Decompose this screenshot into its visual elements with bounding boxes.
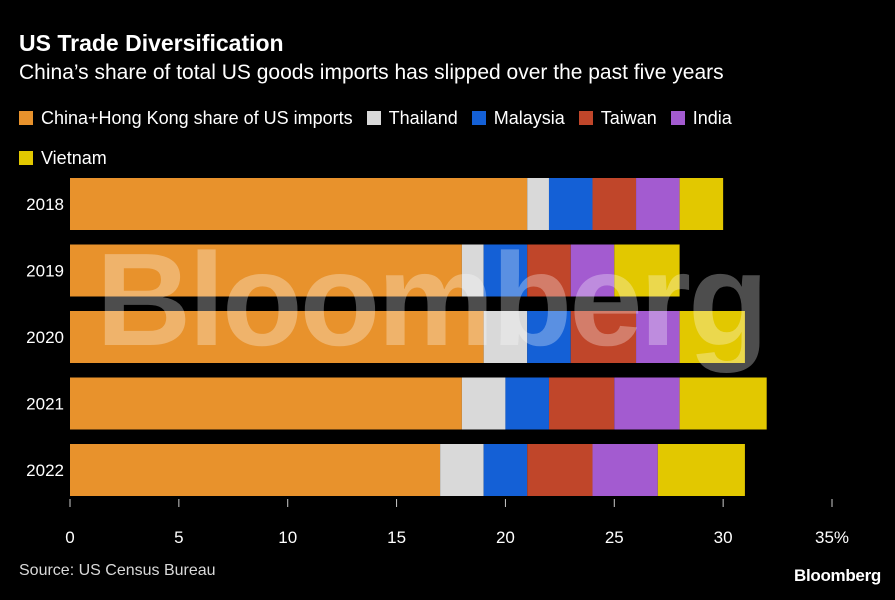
bar-segment — [70, 311, 484, 363]
bar-segment — [592, 444, 658, 496]
bar-segment — [679, 178, 724, 230]
legend-swatch — [19, 151, 33, 165]
x-tick-label: 5 — [174, 528, 183, 547]
bar-segment — [505, 377, 549, 430]
x-tick-label: 35% — [815, 528, 849, 547]
chart-title: US Trade Diversification — [19, 30, 284, 56]
bar-segment — [636, 178, 680, 230]
legend-item: India — [670, 106, 732, 130]
legend-item: Malaysia — [471, 106, 565, 130]
category-label: 2021 — [26, 395, 64, 414]
legend-label: India — [692, 108, 732, 128]
bar-segment — [440, 444, 484, 496]
bar-group — [70, 244, 680, 297]
legend-label: Malaysia — [493, 108, 565, 128]
legend-item: Thailand — [366, 106, 458, 130]
bar-segment — [70, 178, 528, 230]
bar-segment — [636, 311, 680, 363]
bar-segment — [679, 311, 745, 363]
bar-segment — [614, 244, 680, 297]
bar-group — [70, 311, 745, 363]
category-label: 2022 — [26, 461, 64, 480]
x-tick-label: 0 — [65, 528, 74, 547]
legend-swatch — [19, 111, 33, 125]
legend-swatch — [670, 111, 685, 125]
bar-segment — [527, 178, 549, 230]
x-tick-label: 25 — [605, 528, 624, 547]
bar-segment — [461, 244, 484, 297]
x-tick-label: 10 — [278, 528, 297, 547]
legend-swatch — [471, 111, 486, 125]
legend-item: Taiwan — [578, 106, 657, 130]
bar-segment — [527, 444, 593, 496]
bloomberg-logo: Bloomberg — [793, 566, 881, 585]
category-label: 2019 — [26, 262, 64, 281]
bar-segment — [548, 377, 615, 430]
legend-label: Thailand — [388, 108, 458, 128]
bar-segment — [657, 444, 745, 496]
legend: China+Hong Kong share of US imports Thail… — [19, 106, 869, 170]
legend-item: Vietnam — [19, 146, 107, 170]
category-label: 2018 — [26, 195, 64, 214]
source-note: Source: US Census Bureau — [19, 562, 216, 579]
x-tick-label: 15 — [387, 528, 406, 547]
bar-group — [70, 444, 745, 496]
bar-segment — [483, 311, 528, 363]
category-label: 2020 — [26, 328, 64, 347]
legend-label: China+Hong Kong share of US imports — [41, 108, 353, 128]
x-tick-label: 20 — [496, 528, 515, 547]
bar-segment — [70, 377, 462, 430]
legend-item: China+Hong Kong share of US imports — [19, 106, 353, 130]
bar-segment — [70, 244, 462, 297]
bar-segment — [527, 311, 571, 363]
bar-segment — [483, 444, 528, 496]
bar-group — [70, 178, 724, 230]
legend-label: Vietnam — [41, 148, 107, 168]
x-tick-label: 30 — [714, 528, 733, 547]
legend-swatch — [366, 111, 381, 125]
legend-swatch — [578, 111, 593, 125]
bar-segment — [679, 377, 767, 430]
bar-segment — [70, 444, 441, 496]
bar-segment — [592, 178, 637, 230]
chart-subtitle: China’s share of total US goods imports … — [19, 61, 724, 84]
legend-label: Taiwan — [600, 108, 657, 128]
bar-group — [70, 377, 767, 430]
bar-segment — [548, 178, 593, 230]
bar-segment — [570, 311, 637, 363]
bar-segment — [461, 377, 506, 430]
bar-segment — [614, 377, 680, 430]
bar-segment — [570, 244, 615, 297]
bar-segment — [483, 244, 528, 297]
bar-segment — [527, 244, 571, 297]
